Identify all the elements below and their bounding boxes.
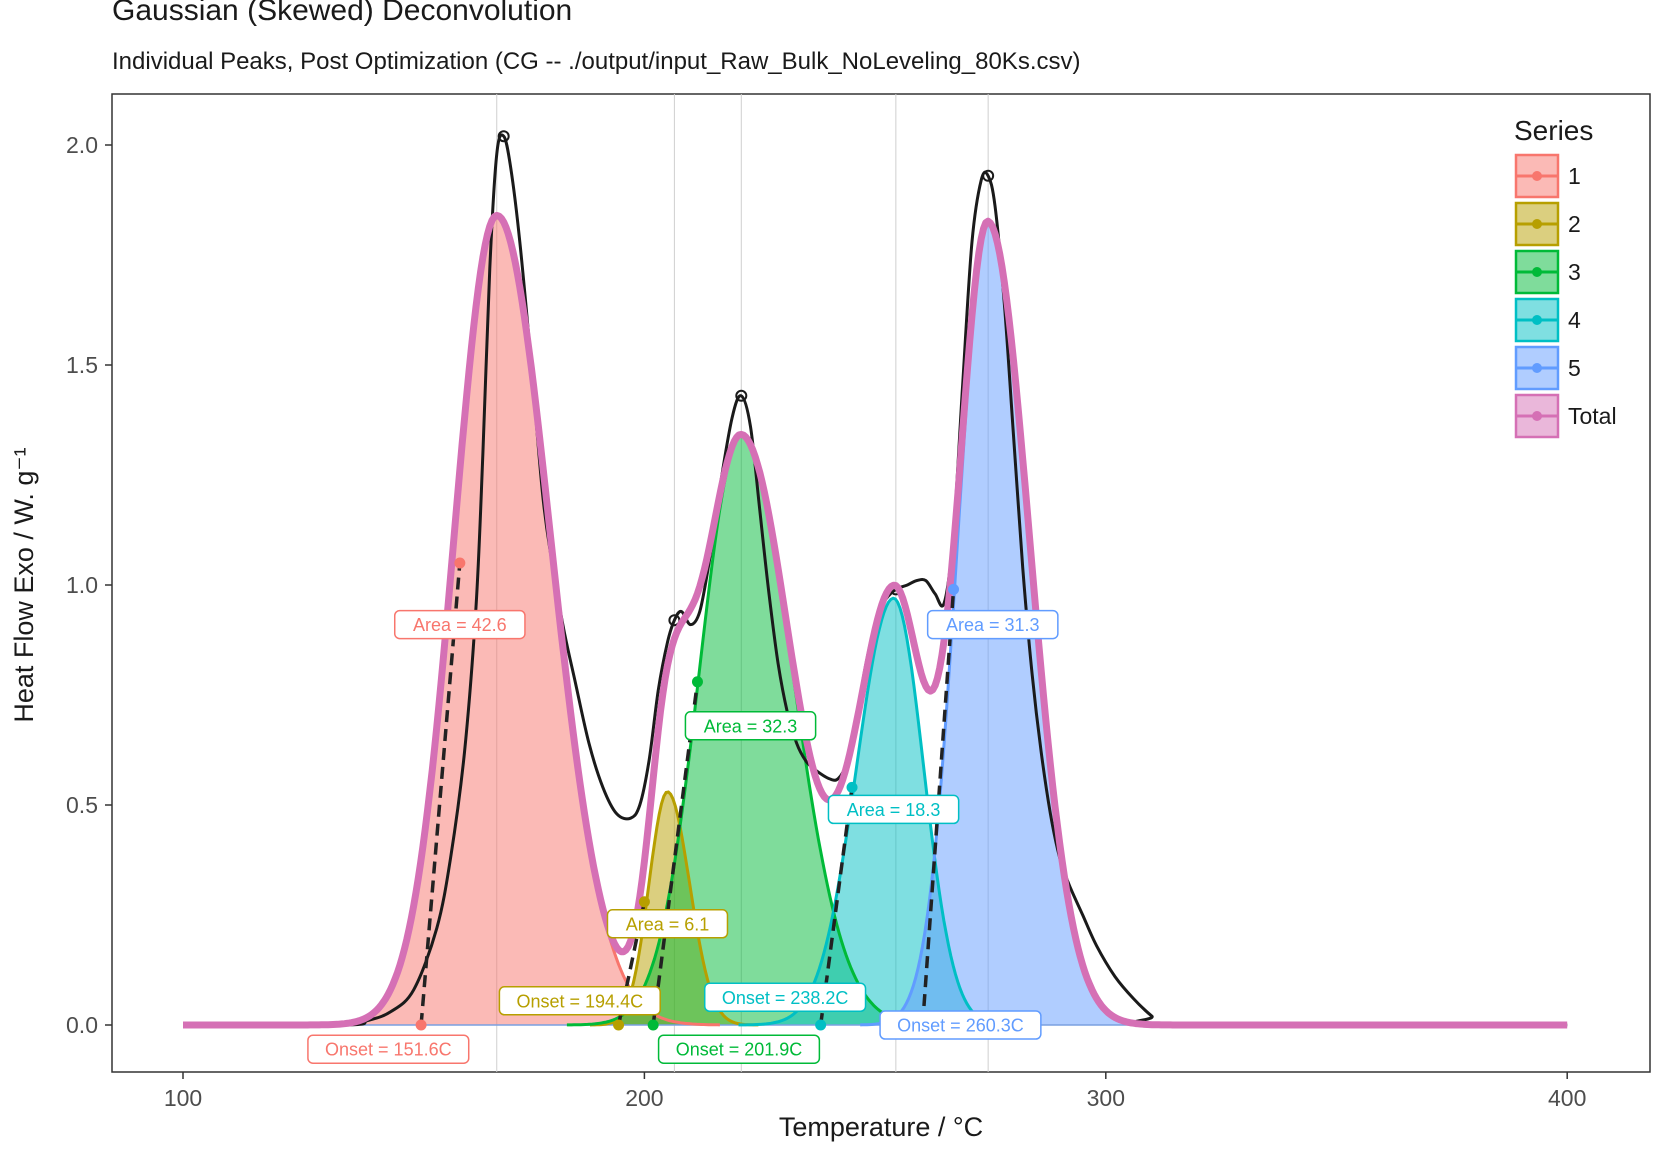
area-label-1-box	[393, 609, 526, 640]
area-label-4: Area = 18.3	[827, 794, 960, 825]
onset-tangent-1	[419, 562, 462, 1026]
area-label-5: Area = 31.3	[926, 609, 1059, 640]
raw-peak-marker	[982, 169, 995, 182]
area-label-5-text: Area = 31.3	[946, 615, 1040, 635]
area-label-3: Area = 32.3	[684, 711, 817, 741]
area-label-3-box	[684, 711, 817, 741]
area-label-4-text: Area = 18.3	[847, 800, 941, 820]
onset-point-1	[415, 1019, 427, 1031]
onset-label-1-box	[307, 1034, 470, 1064]
area-label-1-text: Area = 42.6	[413, 615, 507, 635]
y-tick-label: 0.5	[66, 792, 98, 818]
y-tick-label: 1.5	[66, 352, 98, 378]
chart-title: Gaussian (Skewed) Deconvolution	[112, 0, 573, 27]
onset-label-5-box	[879, 1010, 1042, 1040]
inflection-point-3	[691, 676, 703, 688]
onset-label-3-text: Onset = 201.9C	[676, 1040, 803, 1060]
area-label-2: Area = 6.1	[606, 909, 729, 939]
legend-point	[1532, 171, 1542, 181]
legend-label: 4	[1568, 307, 1581, 333]
onset-label-2-box	[498, 986, 661, 1016]
onset-label-1: Onset = 151.6C	[307, 1034, 470, 1064]
legend-label: 2	[1568, 211, 1581, 237]
legend-label: Total	[1568, 403, 1617, 429]
raw-peak-marker	[497, 130, 510, 143]
inflection-point-4	[846, 781, 858, 793]
x-tick-label: 300	[1087, 1085, 1125, 1111]
inflection-point-1	[454, 557, 466, 569]
onset-label-5: Onset = 260.3C	[879, 1010, 1042, 1040]
legend-item-1[interactable]: 1	[1514, 153, 1581, 199]
x-tick-label: 400	[1548, 1085, 1586, 1111]
onset-point-2	[613, 1019, 625, 1031]
y-tick-label: 2.0	[66, 132, 98, 158]
area-label-3-text: Area = 32.3	[704, 716, 798, 736]
onset-label-4: Onset = 238.2C	[703, 982, 867, 1013]
peak-labels: Area = 42.6 Onset = 151.6C Area = 6.1 Onset…	[307, 609, 1059, 1064]
legend-item-Total[interactable]: Total	[1514, 393, 1617, 439]
onset-label-2: Onset = 194.4C	[498, 986, 661, 1016]
legend-point	[1532, 267, 1542, 277]
onset-label-1-text: Onset = 151.6C	[325, 1040, 452, 1060]
onset-label-3: Onset = 201.9C	[657, 1034, 821, 1064]
y-tick-label: 0.0	[66, 1012, 98, 1038]
onset-label-4-box	[703, 982, 867, 1013]
x-tick-label: 200	[625, 1085, 663, 1111]
inflection-point-5	[948, 583, 960, 595]
legend-label: 3	[1568, 259, 1581, 285]
area-label-5-box	[926, 609, 1059, 640]
y-tick-label: 1.0	[66, 572, 98, 598]
legend-point	[1532, 315, 1542, 325]
legend-label: 5	[1568, 355, 1581, 381]
axes: 100 200 300 400 0.0 0.5 1.0 1.5 2.0 Heat Flow Exo…	[9, 132, 1586, 1111]
raw-peak-marker	[735, 389, 748, 402]
onset-label-5-text: Onset = 260.3C	[897, 1016, 1024, 1036]
legend-item-2[interactable]: 2	[1514, 201, 1581, 247]
area-label-2-text: Area = 6.1	[626, 914, 710, 934]
peak-line-4	[738, 596, 1018, 1027]
legend-title: Series	[1514, 115, 1593, 146]
onset-point-3	[647, 1019, 659, 1031]
area-label-1: Area = 42.6	[393, 609, 526, 640]
legend-point	[1532, 219, 1542, 229]
legend-point	[1532, 363, 1542, 373]
onset-label-2-text: Onset = 194.4C	[517, 991, 644, 1011]
legend: Series 1 2 3 4 5 Total	[1514, 115, 1617, 439]
legend-item-3[interactable]: 3	[1514, 249, 1581, 295]
y-axis-title: Heat Flow Exo / W. g⁻¹	[9, 447, 39, 722]
legend-label: 1	[1568, 163, 1581, 189]
x-tick-label: 100	[164, 1085, 202, 1111]
onset-point-4	[815, 1019, 827, 1031]
onset-label-3-box	[657, 1034, 821, 1064]
total-fit-curve	[181, 211, 1569, 1029]
inflection-point-2	[638, 896, 650, 908]
area-label-2-box	[606, 909, 729, 939]
legend-point	[1532, 411, 1542, 421]
legend-item-4[interactable]: 4	[1514, 297, 1581, 343]
legend-item-5[interactable]: 5	[1514, 345, 1581, 391]
onset-label-4-text: Onset = 238.2C	[722, 988, 849, 1008]
area-label-4-box	[827, 794, 960, 825]
chart-subtitle: Individual Peaks, Post Optimization (CG …	[112, 48, 1081, 75]
x-axis-title: Temperature / °C	[778, 1112, 984, 1142]
